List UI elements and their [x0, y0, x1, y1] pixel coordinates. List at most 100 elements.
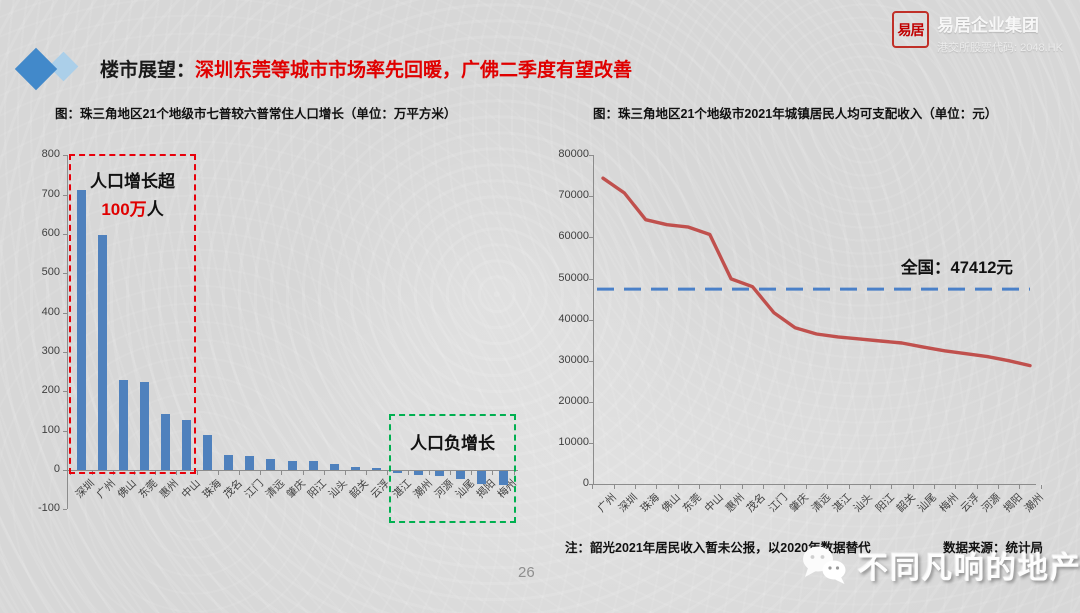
bar	[224, 455, 234, 470]
right-y-tick-label: 80000	[558, 148, 589, 161]
left-x-tick	[344, 471, 346, 475]
right-y-tick	[589, 319, 593, 321]
national-reference-label: 全国：47412元	[901, 259, 1013, 277]
right-y-tick-label: 40000	[558, 312, 589, 325]
right-x-tick	[997, 485, 999, 489]
left-x-axis	[67, 470, 518, 471]
growth-annotation-line2: 100万人	[71, 195, 194, 220]
left-x-tick	[302, 471, 304, 475]
right-x-tick	[1019, 485, 1021, 489]
left-y-tick	[63, 430, 67, 432]
page-title-prefix: 楼市展望：	[100, 60, 196, 81]
wechat-icon	[803, 546, 846, 584]
right-x-tick	[613, 485, 615, 489]
right-x-tick	[827, 485, 829, 489]
right-x-tick	[699, 485, 701, 489]
left-y-tick-label: -100	[37, 502, 60, 515]
seal-icon: 易居	[892, 11, 929, 48]
right-y-tick-label: 10000	[558, 435, 589, 448]
bar	[308, 461, 318, 470]
left-x-tick	[492, 471, 494, 475]
bar	[498, 471, 508, 486]
right-x-tick	[976, 485, 978, 489]
left-x-tick	[429, 471, 431, 475]
right-y-tick	[589, 484, 593, 485]
growth-annotation-line1: 人口增长超	[90, 172, 175, 191]
company-name: 易居企业集团	[937, 16, 1039, 35]
bar	[97, 235, 107, 470]
bar	[139, 381, 149, 470]
left-y-tick	[63, 273, 67, 275]
right-x-tick	[805, 485, 807, 489]
right-x-axis	[593, 484, 1036, 485]
left-y-axis	[67, 155, 68, 510]
left-y-tick-label: 300	[41, 344, 60, 357]
right-x-tick	[912, 485, 914, 489]
bar	[287, 460, 297, 470]
footnote: 注：韶光2021年居民收入暂未公报，以2020年数据替代	[565, 541, 871, 555]
page-title-highlight: 深圳东莞等城市市场率先回暖，广佛二季度有望改善	[195, 60, 633, 81]
bar	[371, 468, 381, 470]
right-y-tick-label: 70000	[558, 189, 589, 202]
bar	[350, 467, 360, 470]
left-y-tick-label: 0	[53, 463, 60, 475]
left-y-tick-label: 800	[41, 148, 60, 161]
left-y-tick-label: 600	[41, 226, 60, 239]
bar	[266, 459, 276, 470]
left-x-tick	[197, 471, 199, 475]
left-x-tick	[239, 471, 241, 475]
left-y-tick	[63, 351, 67, 353]
right-x-tick	[592, 485, 594, 489]
left-chart-title: 图：珠三角地区21个地级市七普较六普常住人口增长（单位：万平方米）	[55, 107, 457, 121]
left-x-tick	[408, 471, 410, 475]
right-x-tick	[784, 485, 786, 489]
left-x-tick	[281, 471, 283, 475]
bar	[160, 413, 170, 470]
bar	[182, 419, 191, 470]
watermark-text: 不同凡响的地产	[858, 552, 1080, 585]
right-y-tick-label: 60000	[558, 230, 589, 243]
bar	[477, 471, 487, 484]
left-y-tick-label: 500	[41, 266, 60, 279]
right-x-tick	[869, 485, 871, 489]
right-y-tick	[589, 360, 593, 362]
watermark: 不同凡响的地产	[800, 543, 1080, 587]
data-source: 数据来源：统计局	[943, 541, 1044, 555]
bar	[435, 471, 445, 476]
left-x-tick	[218, 471, 220, 475]
stock-code: 港交所股票代码: 2048.HK	[937, 42, 1063, 54]
left-y-tick-label: 400	[41, 305, 60, 318]
right-y-axis	[593, 155, 594, 484]
right-x-tick	[763, 485, 765, 489]
right-y-tick	[589, 278, 593, 280]
company-logo: 易居 易居企业集团 港交所股票代码: 2048.HK	[892, 11, 1063, 55]
right-y-tick	[589, 196, 593, 198]
right-y-tick	[589, 155, 593, 157]
left-y-tick-label: 200	[41, 384, 60, 397]
left-x-tick	[365, 471, 367, 475]
left-y-tick	[63, 509, 67, 511]
bar	[329, 464, 339, 470]
bar	[414, 471, 424, 476]
right-y-tick	[589, 237, 593, 239]
page-title: 楼市展望：深圳东莞等城市市场率先回暖，广佛二季度有望改善	[100, 55, 632, 82]
decline-annotation-label: 人口负增长	[410, 434, 495, 453]
right-x-tick	[891, 485, 893, 489]
bar	[393, 471, 402, 473]
bar	[456, 471, 466, 480]
left-x-tick	[323, 471, 325, 475]
left-y-tick	[63, 233, 67, 235]
bar	[245, 455, 255, 470]
diamond-icon-dark	[14, 47, 58, 91]
right-x-tick	[720, 485, 722, 489]
left-y-tick-label: 700	[41, 187, 60, 200]
right-x-tick	[741, 485, 743, 489]
right-chart-title: 图：珠三角地区21个地级市2021年城镇居民人均可支配收入（单位：元）	[593, 107, 998, 121]
bar	[118, 380, 128, 470]
right-y-tick-label: 20000	[558, 394, 589, 407]
left-x-tick	[260, 471, 262, 475]
right-y-tick-label: 30000	[558, 353, 589, 366]
left-x-tick	[450, 471, 452, 475]
left-y-tick-label: 100	[41, 423, 60, 436]
